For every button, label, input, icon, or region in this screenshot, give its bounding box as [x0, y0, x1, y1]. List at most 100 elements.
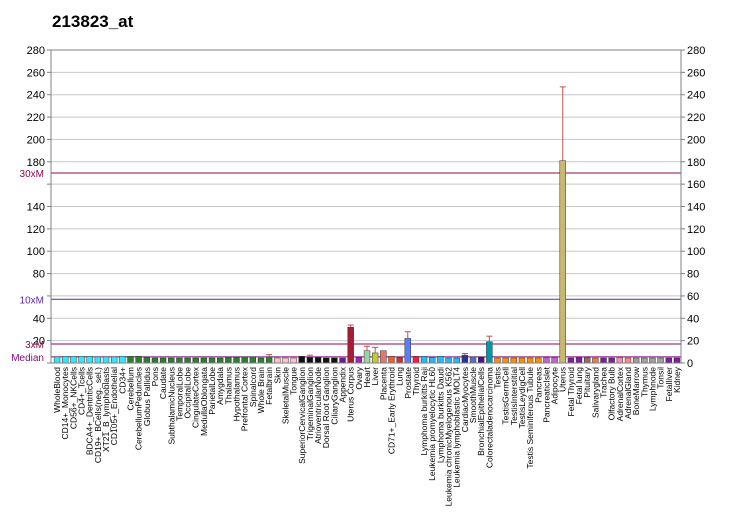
right-tick-label: 60	[687, 291, 699, 303]
bar	[600, 357, 607, 364]
bar	[412, 356, 420, 364]
bar	[159, 357, 167, 364]
bar	[339, 357, 346, 364]
x-tick-label: CiliaryGanglion	[329, 367, 339, 425]
right-tick-label: 260	[687, 67, 705, 79]
left-tick-label: 280	[27, 45, 45, 57]
chart-title: 213823_at	[52, 12, 134, 31]
bar	[657, 357, 664, 364]
left-tick-label: 240	[27, 90, 45, 102]
x-tick-label: Thyroid	[411, 367, 421, 396]
x-tick-label: Lymphoma burkitts Raji	[419, 367, 429, 456]
bar	[388, 356, 395, 364]
left-tick-label: 80	[33, 269, 45, 281]
bar	[624, 357, 632, 364]
left-tick-label: 100	[27, 246, 45, 258]
bar	[502, 357, 509, 364]
x-tick-label: Appendix	[338, 366, 348, 402]
x-tick-label: CD19+_BCells(neg._sel.)	[93, 367, 103, 463]
x-tick-label: Adipocyte	[550, 367, 560, 405]
bar	[632, 357, 640, 364]
bar	[494, 357, 501, 364]
x-tick-label: TrigeminalGanglion	[305, 367, 315, 441]
x-tick-label: Pons	[150, 367, 160, 386]
x-tick-label: TestisInterstitial	[509, 367, 519, 425]
x-tick-label: Globus Pallidus	[142, 367, 152, 426]
left-tick-label: 20	[33, 336, 45, 348]
x-tick-label: Skin	[272, 367, 282, 384]
right-tick-label: 280	[687, 45, 705, 57]
x-tick-label: BoneMarrow	[631, 366, 641, 415]
x-tick-label: Prefrontal Cortex	[240, 366, 250, 431]
bar	[110, 356, 118, 364]
x-tick-label: Testis	[492, 367, 502, 389]
right-tick-label: 180	[687, 157, 705, 169]
bar	[94, 356, 102, 364]
reference-line-label: 3xM	[25, 340, 44, 351]
x-tick-label: CerebellumPeduncles	[134, 367, 144, 450]
bar	[380, 350, 387, 364]
bar	[135, 356, 142, 364]
x-tick-label: SkeletalMuscle	[280, 367, 290, 424]
bar	[143, 357, 150, 364]
error-bar	[372, 346, 379, 353]
bar	[314, 357, 322, 364]
bar	[323, 357, 330, 364]
x-tick-label: BDCA4+_DentriticCells	[85, 367, 95, 455]
bar	[535, 357, 542, 364]
right-tick-label: 80	[687, 269, 699, 281]
x-tick-label: CardiacMyocytes	[460, 367, 470, 432]
bar	[233, 357, 240, 364]
right-tick-label: 0	[687, 358, 693, 370]
x-tick-label: CD71+_Early Erythroid	[386, 367, 396, 454]
x-tick-label: Whole Brain	[256, 367, 266, 414]
bar	[404, 338, 411, 364]
bar	[445, 357, 452, 364]
x-tick-label: Tonsil	[656, 367, 666, 389]
error-bar	[486, 335, 493, 342]
x-tick-label: Tongue	[289, 367, 299, 395]
x-tick-label: AtrioventricularNode	[313, 367, 323, 444]
right-tick-label: 120	[687, 224, 705, 236]
x-tick-label: BronchialEpithelialCells	[476, 367, 486, 456]
error-bar	[306, 354, 313, 358]
x-tick-label: Fetalliver	[664, 367, 674, 402]
x-tick-label: ParietalLobe	[207, 367, 217, 415]
bar	[151, 357, 159, 364]
bar	[371, 352, 379, 364]
x-tick-label: OccipitalLobe	[183, 367, 193, 419]
bar	[363, 350, 371, 364]
bar	[176, 357, 183, 364]
bar	[592, 357, 599, 364]
x-tick-label: Lymphnode	[647, 367, 657, 411]
x-tick-label: Fetal Thyroid	[566, 367, 576, 417]
error-bar	[404, 331, 411, 339]
bar	[192, 357, 199, 364]
bar	[78, 356, 85, 364]
x-tick-label: TestisLeydigCell	[517, 367, 527, 429]
x-tick-label: Lung	[395, 367, 405, 386]
reference-line-labels: 30xM 10xM 3xM Median	[11, 169, 44, 364]
bar	[649, 357, 656, 364]
error-bar	[364, 345, 370, 351]
bar	[306, 357, 314, 364]
bar	[543, 357, 550, 364]
bar	[567, 357, 575, 364]
x-tick-label: Pituitary	[582, 366, 592, 397]
x-tick-label: CD105+_Endothelial	[109, 367, 119, 445]
bar	[526, 357, 534, 364]
x-tick-label: Thalamus	[223, 367, 233, 404]
x-tick-label: MedullaOblongata	[199, 367, 209, 436]
bar	[298, 356, 305, 364]
x-tick-label: Leukemia lymphoblastic MOLT4	[452, 367, 462, 488]
bar	[249, 356, 257, 364]
bar	[551, 357, 558, 364]
bar	[518, 357, 526, 364]
x-tick-label: Leukemia chronicMyelogenous K562	[444, 367, 454, 507]
bar	[200, 357, 208, 364]
bar	[420, 356, 428, 364]
bar	[86, 356, 93, 364]
x-tick-label: Amygdala	[215, 367, 225, 405]
right-tick-label: 220	[687, 112, 705, 124]
